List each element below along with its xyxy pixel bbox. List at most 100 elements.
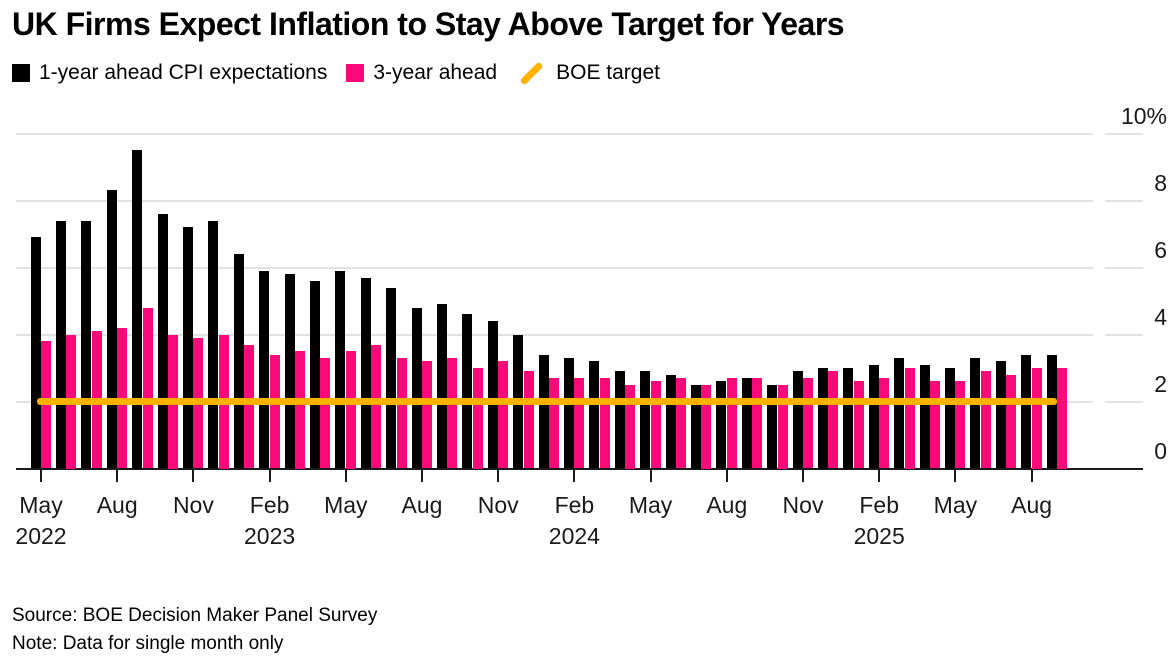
x-axis-month-label: Aug xyxy=(401,492,443,518)
bar-1yr xyxy=(157,213,168,469)
bar-1yr xyxy=(589,361,600,469)
bar-1yr xyxy=(919,364,930,469)
x-axis-year-label: 2023 xyxy=(244,523,296,549)
bar-3yr xyxy=(828,371,839,469)
bar-1yr xyxy=(970,357,981,469)
bar-1yr xyxy=(690,384,701,469)
gridline-segment-8 xyxy=(1105,199,1143,202)
x-axis-year-label: 2022 xyxy=(15,523,67,549)
bar-1yr xyxy=(563,357,574,469)
bar-3yr xyxy=(295,351,305,469)
chart-legend: 1-year ahead CPI expectations 3-year ahea… xyxy=(12,60,660,86)
x-axis-tick xyxy=(192,468,195,482)
bar-3yr xyxy=(1057,368,1067,469)
legend-label: 3-year ahead xyxy=(373,61,498,84)
bar-1yr xyxy=(208,220,219,469)
x-axis-month-label: May xyxy=(628,492,673,518)
x-axis-tick xyxy=(497,468,500,482)
x-axis-line xyxy=(16,467,1143,470)
bar-3yr xyxy=(1006,374,1017,469)
y-axis-label-2: 2 xyxy=(1154,370,1167,397)
gridline-6 xyxy=(16,266,1093,269)
x-axis-month-label: Aug xyxy=(1011,492,1053,518)
bar-1yr xyxy=(436,304,447,469)
bar-1yr xyxy=(55,220,66,469)
y-axis-label-4: 4 xyxy=(1154,303,1167,330)
bar-3yr xyxy=(752,378,763,469)
bar-3yr xyxy=(777,384,788,469)
bar-1yr xyxy=(487,321,498,469)
chart-title: UK Firms Expect Inflation to Stay Above … xyxy=(12,6,845,42)
bar-1yr xyxy=(843,368,854,469)
bar-3yr xyxy=(447,357,458,469)
bar-3yr xyxy=(345,351,356,469)
x-axis-tick xyxy=(802,468,804,482)
x-axis-month-label: Feb xyxy=(859,492,899,518)
x-axis-tick xyxy=(268,468,271,482)
bar-3yr xyxy=(422,361,432,469)
bar-3yr xyxy=(879,378,890,469)
bar-1yr xyxy=(538,354,549,469)
x-axis-month-label: Feb xyxy=(554,492,595,518)
bar-1yr xyxy=(284,274,295,469)
y-axis-label-10: 10% xyxy=(1120,102,1167,129)
legend-item-0: 1-year ahead CPI expectations xyxy=(12,61,327,85)
gridline-segment-2 xyxy=(1105,400,1143,403)
bar-1yr xyxy=(106,190,117,469)
note-line: Note: Data for single month only xyxy=(12,633,284,654)
bar-1yr xyxy=(995,361,1006,469)
bar-1yr xyxy=(1046,354,1057,469)
bar-1yr xyxy=(462,314,473,469)
x-axis-month-label: May xyxy=(933,492,978,518)
bar-3yr xyxy=(498,361,509,469)
bar-3yr xyxy=(599,378,610,469)
gridline-segment-10 xyxy=(1105,132,1143,135)
bar-3yr xyxy=(803,378,813,469)
x-axis-month-label: May xyxy=(324,492,368,518)
boe-target-line xyxy=(37,398,1057,405)
x-axis-tick xyxy=(116,468,119,482)
bar-3yr xyxy=(676,378,686,469)
x-axis-tick xyxy=(40,468,42,482)
legend-item-1: 3-year ahead xyxy=(346,61,497,85)
bar-1yr xyxy=(309,280,320,469)
bar-1yr xyxy=(741,378,752,469)
gridline-8 xyxy=(16,199,1093,202)
bar-3yr xyxy=(523,371,534,469)
x-axis-month-label: May xyxy=(19,492,63,518)
x-axis-year-label: 2025 xyxy=(853,523,905,549)
bar-1yr xyxy=(81,220,92,469)
x-axis-tick xyxy=(725,468,728,482)
x-axis-tick xyxy=(1030,468,1033,482)
bar-3yr xyxy=(320,357,331,469)
bar-3yr xyxy=(1031,368,1042,469)
bar-1yr xyxy=(614,371,625,469)
bar-3yr xyxy=(980,371,991,469)
legend-swatch-square-icon xyxy=(346,64,365,82)
bar-1yr xyxy=(817,368,828,469)
x-axis-month-label: Nov xyxy=(477,492,519,518)
x-axis-tick xyxy=(573,468,576,482)
bar-1yr xyxy=(182,227,193,469)
gridline-10 xyxy=(16,132,1093,135)
bar-3yr xyxy=(701,384,712,469)
bar-1yr xyxy=(767,384,778,469)
bar-1yr xyxy=(335,270,346,469)
footnotes: Source: BOE Decision Maker Panel Survey … xyxy=(12,602,377,657)
bar-1yr xyxy=(233,254,244,469)
y-axis-label-8: 8 xyxy=(1154,169,1167,196)
gridline-segment-4 xyxy=(1105,333,1143,336)
bar-1yr xyxy=(360,277,371,469)
bar-1yr xyxy=(792,371,803,469)
bar-3yr xyxy=(371,344,382,469)
bar-3yr xyxy=(625,384,636,469)
bar-1yr xyxy=(386,287,397,469)
x-axis-tick xyxy=(954,468,957,482)
bar-1yr xyxy=(894,357,905,469)
bar-1yr xyxy=(640,371,651,469)
x-axis-tick xyxy=(649,468,652,482)
bar-3yr xyxy=(574,378,585,469)
bar-3yr xyxy=(142,307,153,469)
bar-3yr xyxy=(853,381,864,469)
